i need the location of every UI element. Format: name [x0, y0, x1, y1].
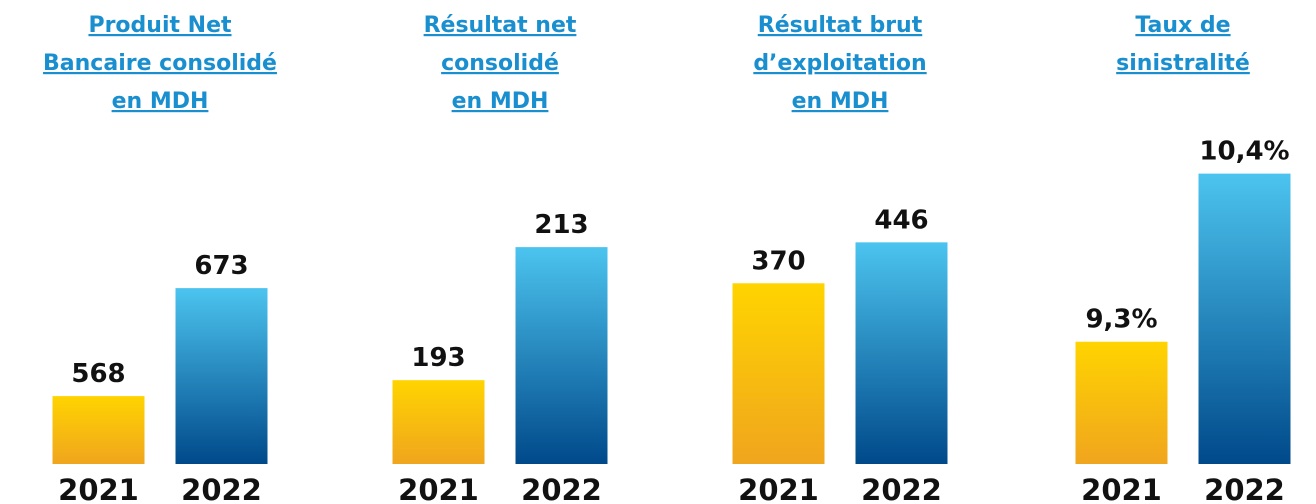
bar [732, 283, 825, 464]
bar [392, 380, 485, 464]
chart-title: sinistralité [1116, 51, 1250, 76]
chart-title: Produit Net [88, 13, 232, 38]
value-label: 673 [194, 251, 248, 281]
bar [855, 242, 948, 464]
bar [175, 288, 268, 464]
chart-title: Taux de [1135, 13, 1230, 38]
x-tick-label: 2021 [398, 473, 479, 504]
chart-title: consolidé [441, 51, 559, 76]
x-tick-label: 2021 [1081, 473, 1162, 504]
bar [1198, 173, 1291, 465]
value-label: 213 [534, 210, 588, 240]
chart-title: en MDH [452, 89, 549, 114]
x-tick-label: 2021 [738, 473, 819, 504]
x-tick-label: 2022 [521, 473, 602, 504]
value-label: 568 [71, 359, 125, 389]
bar [1075, 341, 1168, 464]
chart-title: Résultat brut [758, 13, 923, 38]
bar [515, 247, 608, 464]
bar [52, 396, 145, 464]
x-tick-label: 2022 [181, 473, 262, 504]
value-label: 9,3% [1085, 305, 1157, 335]
x-tick-label: 2022 [861, 473, 942, 504]
chart-title: d’exploitation [753, 51, 926, 76]
value-label: 370 [751, 246, 805, 276]
x-tick-label: 2022 [1204, 473, 1285, 504]
value-label: 10,4% [1199, 137, 1289, 167]
x-tick-label: 2021 [58, 473, 139, 504]
chart-title: Bancaire consolidé [43, 51, 277, 76]
chart-title: en MDH [112, 89, 209, 114]
value-label: 446 [874, 205, 928, 235]
chart-title: Résultat net [424, 13, 577, 38]
chart-title: en MDH [792, 89, 889, 114]
value-label: 193 [411, 343, 465, 373]
